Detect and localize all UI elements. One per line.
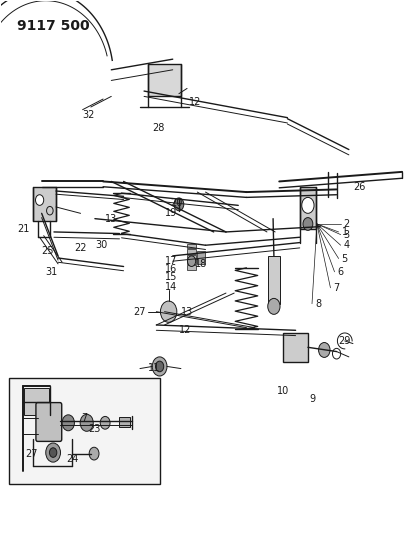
Text: 17: 17 [164,256,177,266]
Text: 4: 4 [344,240,350,250]
Text: 31: 31 [46,267,58,277]
Circle shape [49,448,57,457]
Bar [33,187,56,221]
Text: 10: 10 [277,386,289,397]
Bar [187,260,196,264]
Bar [24,387,48,415]
Text: 26: 26 [353,182,365,192]
Circle shape [100,416,110,429]
Circle shape [174,198,184,211]
Text: 25: 25 [42,246,54,255]
Text: 3: 3 [344,230,350,240]
Circle shape [80,414,93,431]
Circle shape [62,415,74,431]
Bar [187,249,196,254]
Circle shape [155,361,164,372]
Text: 18: 18 [195,259,208,269]
Bar [187,265,196,270]
Text: 14: 14 [164,282,177,292]
Text: 9117 500: 9117 500 [17,19,90,33]
Circle shape [268,298,280,314]
Text: 7: 7 [333,283,340,293]
Text: 30: 30 [95,240,107,250]
Text: 12: 12 [189,96,201,107]
Circle shape [46,443,60,462]
Text: 13: 13 [105,214,118,224]
Text: 6: 6 [337,267,344,277]
Circle shape [160,301,177,322]
Circle shape [89,447,99,460]
Text: 22: 22 [74,243,87,253]
Text: 28: 28 [152,123,164,133]
FancyBboxPatch shape [36,402,62,441]
Text: 11: 11 [148,362,160,373]
Circle shape [319,343,330,358]
Text: 24: 24 [66,454,79,464]
Text: 5: 5 [342,254,348,263]
Circle shape [152,357,167,376]
Text: 21: 21 [17,224,30,235]
Text: 27: 27 [134,306,146,317]
Text: 32: 32 [83,110,95,120]
Bar [9,378,160,484]
Text: 13: 13 [181,306,193,317]
Circle shape [187,256,196,266]
Text: 16: 16 [164,264,177,274]
Text: 1: 1 [342,227,348,237]
Bar [283,333,308,362]
Text: 12: 12 [179,325,191,335]
Text: 2: 2 [344,219,350,229]
Text: 9: 9 [309,394,315,405]
Bar [300,187,316,229]
Text: 27: 27 [25,449,38,458]
Text: 29: 29 [339,336,351,346]
Bar [148,64,181,96]
Circle shape [302,197,314,213]
Circle shape [35,195,44,205]
Text: 7: 7 [81,413,88,423]
Bar [120,417,130,427]
Text: 15: 15 [164,272,177,282]
Text: 20: 20 [171,198,183,208]
Bar [187,244,196,248]
Bar [268,256,280,304]
Text: 19: 19 [164,208,177,219]
Bar [197,251,205,264]
Bar [187,255,196,259]
Text: 23: 23 [89,424,101,434]
Circle shape [303,217,313,230]
Text: 8: 8 [315,298,321,309]
